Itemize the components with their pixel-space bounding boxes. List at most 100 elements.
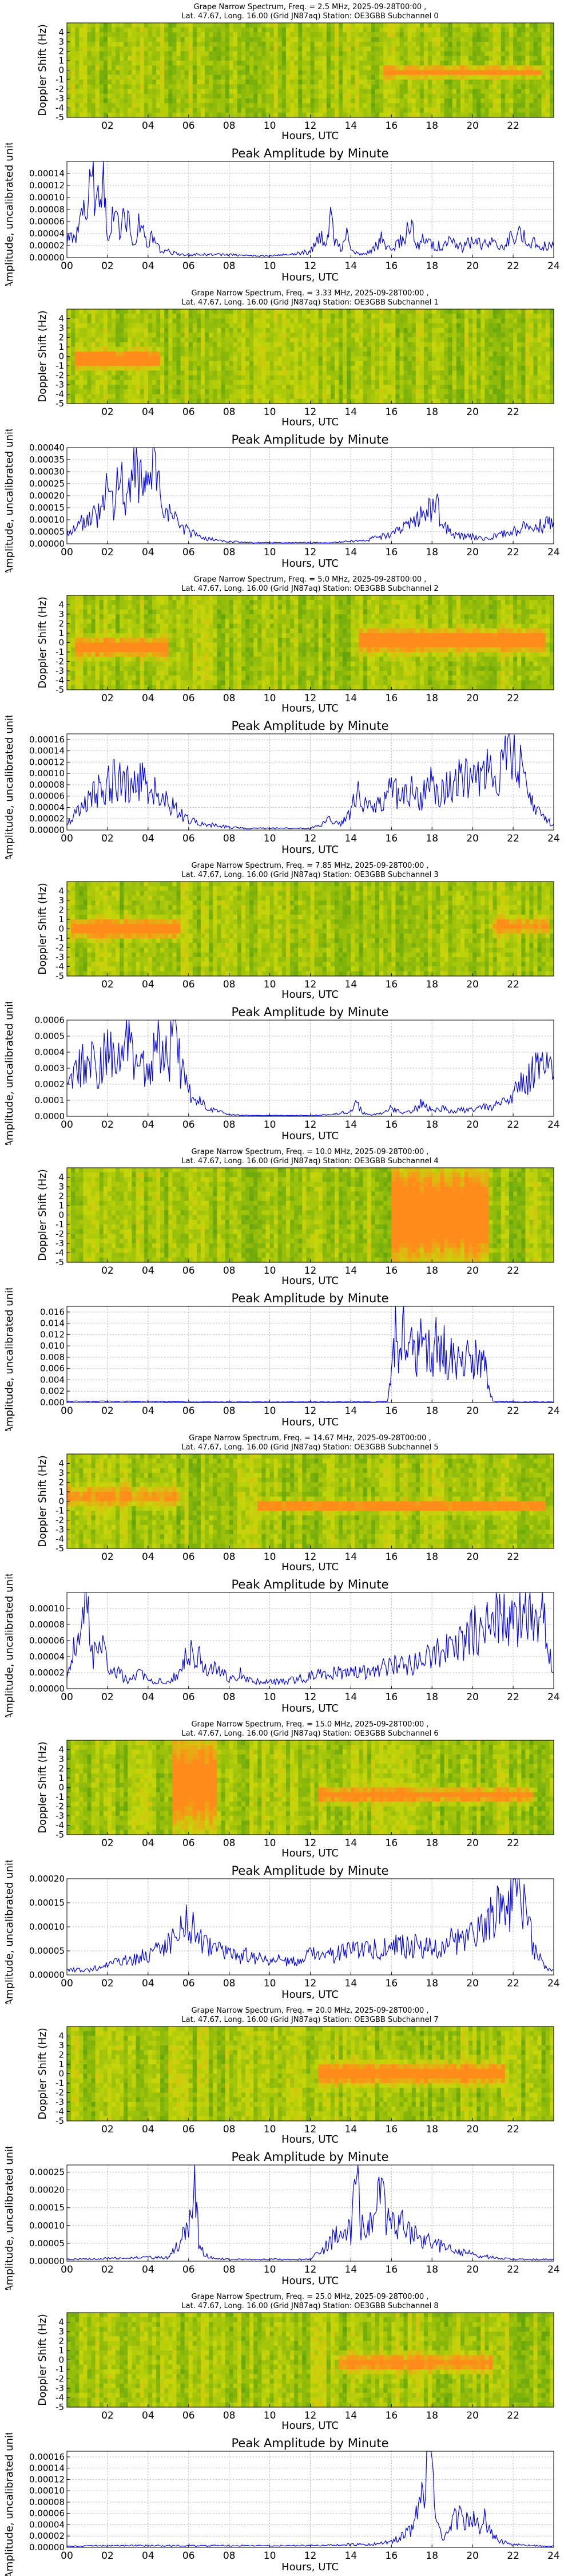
heatmap-cell (314, 361, 319, 366)
heatmap-cell (180, 385, 185, 390)
heatmap-cell (132, 394, 137, 400)
heatmap-cell (411, 366, 416, 371)
x-tick-label: 10 (264, 260, 276, 272)
heatmap-cell (71, 37, 76, 42)
heatmap-cell (269, 23, 275, 28)
heatmap-cell (371, 337, 376, 343)
heatmap-cell (225, 112, 230, 118)
heatmap-cell (116, 74, 120, 80)
heatmap-cell (371, 318, 376, 324)
heatmap-cell (75, 380, 80, 385)
heatmap-cell (330, 318, 335, 324)
heatmap-cell (67, 32, 72, 38)
heatmap-cell (298, 27, 303, 33)
heatmap-cell (476, 370, 481, 376)
heatmap-cell (261, 23, 267, 28)
heatmap-cell (67, 51, 72, 57)
heatmap-cell (112, 51, 116, 57)
heatmap-cell (549, 323, 554, 329)
heatmap-cell (241, 309, 246, 314)
heatmap-cell (213, 37, 217, 42)
heatmap-cell (107, 65, 112, 71)
heatmap-cell (257, 333, 262, 338)
heatmap-cell (95, 56, 100, 61)
heatmap-cell (347, 328, 352, 333)
heatmap-cell (355, 23, 360, 28)
heatmap-cell (294, 27, 299, 33)
heatmap-cell (144, 351, 149, 357)
heatmap-cell (525, 93, 530, 99)
heatmap-cell (83, 32, 88, 38)
heatmap-cell (533, 46, 538, 52)
heatmap-cell (91, 342, 96, 347)
heatmap-cell (152, 328, 157, 333)
heatmap-cell (545, 23, 550, 28)
heatmap-cell (196, 323, 201, 329)
heatmap-cell (144, 84, 149, 90)
heatmap-cell (533, 89, 538, 94)
heatmap-cell (184, 103, 189, 109)
heatmap-cell (281, 342, 287, 347)
heatmap-cell (306, 389, 311, 395)
heatmap-cell (363, 37, 368, 42)
heatmap-cell (375, 385, 380, 390)
heatmap-cell (290, 89, 295, 94)
heatmap-cell (395, 32, 400, 38)
x-axis-label: Hours, UTC (281, 271, 339, 283)
heatmap-cell (233, 103, 238, 109)
heatmap-cell (249, 337, 254, 343)
heatmap-cell (419, 108, 424, 113)
heatmap-cell (67, 333, 72, 338)
heatmap-cell (452, 394, 457, 400)
heatmap-cell (221, 37, 226, 42)
x-tick-label: 08 (223, 406, 236, 418)
heatmap-cell (290, 93, 295, 99)
heatmap-cell (371, 398, 376, 404)
heatmap-cell (318, 309, 323, 314)
heatmap-cell (537, 309, 542, 314)
heatmap-cell (517, 385, 522, 390)
heatmap-cell (407, 361, 412, 366)
heatmap-cell (436, 314, 441, 319)
heatmap-cell (343, 23, 347, 28)
heatmap-cell (120, 103, 124, 109)
heatmap-cell (180, 42, 185, 47)
heatmap-cell (99, 61, 104, 66)
heatmap-cell (355, 108, 360, 113)
heatmap-cell (269, 394, 275, 400)
heatmap-cell (521, 314, 526, 319)
heatmap-cell (347, 398, 352, 404)
heatmap-cell (448, 37, 453, 42)
heatmap-cell (411, 23, 416, 28)
heatmap-cell (285, 318, 291, 324)
heatmap-cell (464, 80, 469, 85)
heatmap-cell (387, 84, 392, 90)
heatmap-cell (188, 366, 193, 371)
heatmap-cell (468, 51, 473, 57)
heatmap-cell (521, 380, 526, 385)
heatmap-cell (83, 318, 88, 324)
heatmap-cell (294, 351, 299, 357)
heatmap-cell (351, 65, 356, 71)
heatmap-cell (545, 347, 550, 352)
heatmap-cell (91, 112, 96, 118)
heatmap-cell (265, 337, 271, 343)
heatmap-cell (249, 370, 254, 376)
heatmap-cell (428, 46, 432, 52)
heatmap-cell (371, 351, 376, 357)
heatmap-cell (249, 23, 254, 28)
heatmap-cell (363, 65, 368, 71)
heatmap-cell (75, 347, 80, 352)
heatmap-cell (160, 380, 165, 385)
heatmap-cell (335, 328, 339, 333)
heatmap-cell (310, 103, 315, 109)
heatmap-cell (359, 42, 364, 47)
heatmap-cell (79, 398, 84, 404)
heatmap-cell (517, 361, 522, 366)
heatmap-cell (201, 74, 205, 80)
heatmap-cell (294, 46, 299, 52)
heatmap-cell (529, 380, 534, 385)
heatmap-cell (407, 356, 412, 362)
heatmap-cell (367, 356, 372, 362)
heatmap-cell (517, 351, 522, 357)
